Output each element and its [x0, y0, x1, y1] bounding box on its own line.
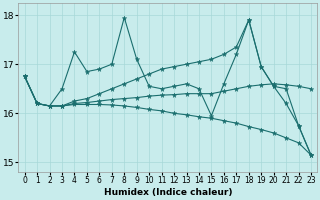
- X-axis label: Humidex (Indice chaleur): Humidex (Indice chaleur): [104, 188, 232, 197]
